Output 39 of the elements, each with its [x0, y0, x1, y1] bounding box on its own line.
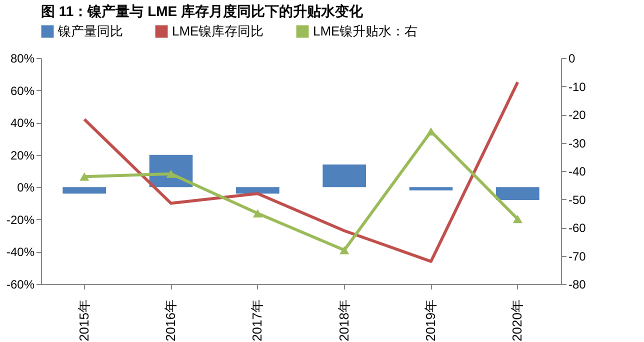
bar	[236, 187, 280, 194]
legend-label: LME镍库存同比	[172, 24, 264, 39]
x-tick-label: 2015年	[76, 300, 92, 342]
x-tick-label: 2018年	[336, 300, 352, 342]
legend-label: LME镍升贴水：右	[313, 24, 418, 39]
x-tick-label: 2019年	[423, 300, 438, 342]
point	[340, 246, 350, 254]
bar	[322, 164, 366, 188]
bar	[409, 187, 453, 190]
bar	[496, 187, 540, 200]
y-tick-label: -40%	[6, 245, 35, 260]
y2-tick-label: 0	[568, 52, 576, 66]
line-series	[82, 80, 520, 263]
y-tick-label: -20%	[6, 212, 35, 227]
y2-tick-label: -70	[568, 249, 586, 264]
y-tick-label: 60%	[10, 84, 35, 98]
y-tick-label: 0%	[17, 180, 35, 195]
point	[252, 209, 262, 218]
point	[80, 172, 90, 181]
point	[426, 127, 436, 136]
y2-tick-label: -80	[568, 278, 586, 292]
y2-tick-label: -30	[568, 136, 586, 150]
bar	[62, 187, 106, 194]
y2-tick-label: -60	[568, 221, 586, 235]
chart-title: 图 11：镍产量与 LME 库存月度同比下的升贴水变化	[41, 3, 364, 19]
y2-tick-label: -20	[568, 108, 586, 122]
y-tick-label: 20%	[10, 148, 35, 162]
point	[512, 214, 522, 224]
y-tick-label: 40%	[10, 116, 35, 130]
point	[166, 170, 176, 178]
y-tick-label: 80%	[10, 52, 35, 66]
x-tick-label: 2016年	[163, 300, 178, 342]
x-tick-label: 2020年	[510, 300, 525, 342]
y2-tick-label: -40	[568, 164, 586, 178]
y2-tick-label: -10	[568, 80, 586, 94]
y2-tick-label: -50	[568, 192, 586, 207]
y-tick-label: -60%	[6, 278, 35, 292]
legend-label: 镍产量同比	[57, 24, 123, 39]
x-tick-label: 2017年	[250, 300, 265, 342]
